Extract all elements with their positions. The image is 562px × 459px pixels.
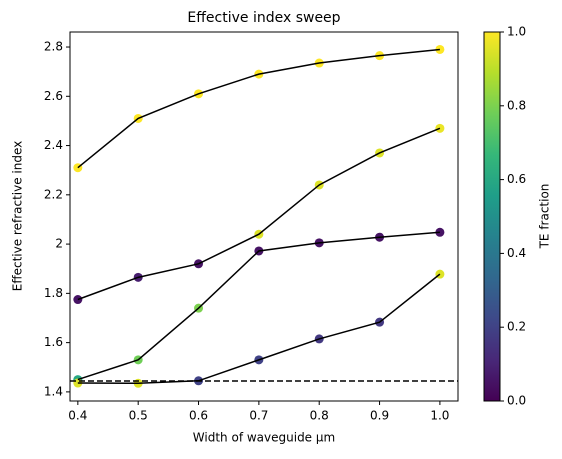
y-tick-label: 2 bbox=[55, 237, 63, 251]
y-tick-label: 1.8 bbox=[44, 286, 63, 300]
colorbar-tick-label: 0.4 bbox=[507, 246, 526, 260]
colorbar-tick-label: 0.0 bbox=[507, 394, 526, 408]
y-tick-label: 1.4 bbox=[44, 384, 63, 398]
x-tick-label: 0.6 bbox=[189, 409, 208, 423]
mode-line bbox=[77, 127, 441, 301]
colorbar-tick-label: 0.6 bbox=[507, 172, 526, 186]
y-tick-label: 2.8 bbox=[44, 40, 63, 54]
x-tick-label: 0.8 bbox=[310, 409, 329, 423]
colorbar-label: TE fraction bbox=[538, 184, 552, 250]
y-tick-label: 2.2 bbox=[44, 187, 63, 201]
colorbar-tick-label: 1.0 bbox=[507, 25, 526, 39]
y-tick-label: 2.4 bbox=[44, 138, 63, 152]
colorbar-tick-label: 0.2 bbox=[507, 320, 526, 334]
mode-line bbox=[77, 273, 441, 385]
y-tick-label: 1.6 bbox=[44, 335, 63, 349]
mode-line bbox=[77, 48, 440, 169]
chart-title: Effective index sweep bbox=[187, 10, 340, 26]
x-tick-label: 0.9 bbox=[370, 409, 389, 423]
x-tick-label: 0.5 bbox=[129, 409, 148, 423]
x-tick-label: 1.0 bbox=[430, 409, 449, 423]
mode-line bbox=[77, 231, 440, 381]
x-axis-label: Width of waveguide μm bbox=[193, 431, 335, 445]
y-tick-label: 2.6 bbox=[44, 89, 63, 103]
colorbar bbox=[483, 31, 501, 402]
plot-frame bbox=[69, 31, 459, 402]
colorbar-tick-label: 0.8 bbox=[507, 98, 526, 112]
x-tick-label: 0.7 bbox=[249, 409, 268, 423]
x-tick-label: 0.4 bbox=[68, 409, 87, 423]
y-axis-label: Effective refractive index bbox=[11, 141, 25, 292]
